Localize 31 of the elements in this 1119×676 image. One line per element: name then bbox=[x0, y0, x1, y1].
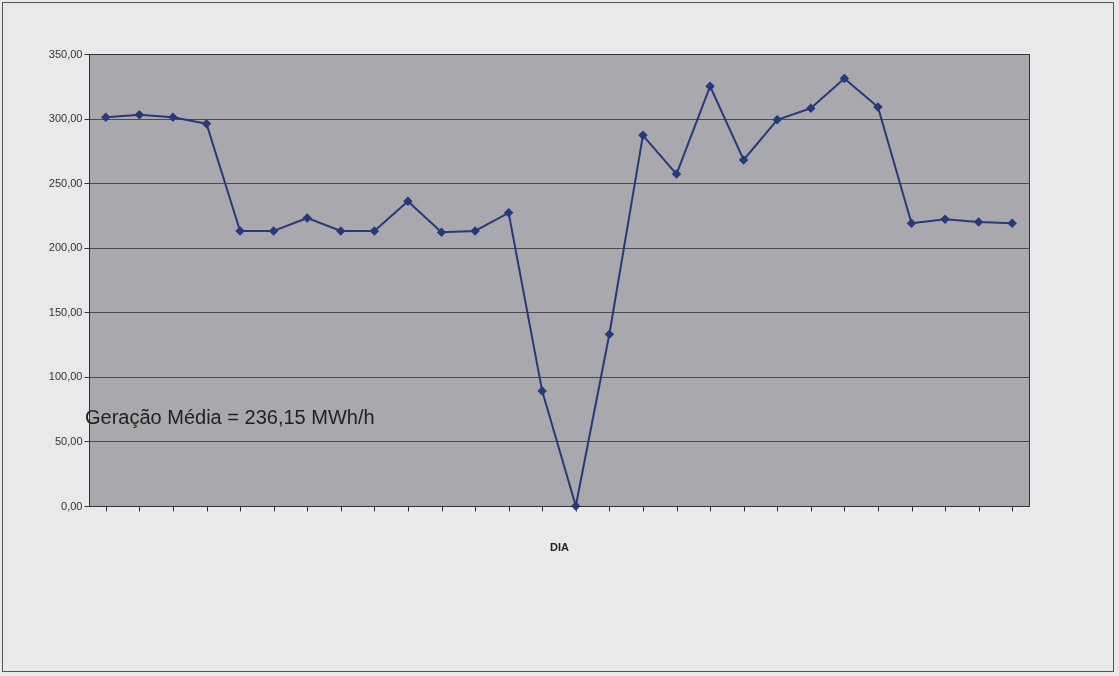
y-tick-label: 0,00 bbox=[61, 499, 83, 512]
y-tick-label: 150,00 bbox=[48, 305, 83, 318]
y-tick-label: 200,00 bbox=[48, 241, 83, 254]
point bbox=[705, 81, 715, 92]
point bbox=[336, 226, 346, 236]
point bbox=[940, 214, 950, 225]
point bbox=[403, 196, 413, 206]
x-axis-title: DIA bbox=[550, 541, 570, 553]
point bbox=[839, 73, 850, 84]
point bbox=[638, 130, 648, 141]
point bbox=[604, 329, 615, 339]
point bbox=[503, 208, 514, 218]
point bbox=[537, 386, 547, 396]
point bbox=[369, 226, 380, 236]
point bbox=[772, 115, 782, 125]
point bbox=[134, 109, 145, 120]
point bbox=[201, 118, 212, 129]
point bbox=[973, 217, 984, 227]
y-tick-label: 50,00 bbox=[54, 434, 83, 447]
point bbox=[906, 218, 917, 228]
point bbox=[436, 227, 447, 237]
point bbox=[806, 103, 816, 113]
point bbox=[671, 169, 682, 179]
y-tick-label: 250,00 bbox=[48, 176, 83, 189]
y-tick-label: 100,00 bbox=[48, 370, 83, 383]
y-tick-label: 350,00 bbox=[48, 47, 83, 60]
point bbox=[738, 155, 749, 165]
point bbox=[168, 112, 178, 123]
y-tick-label: 300,00 bbox=[48, 112, 83, 125]
point bbox=[1007, 218, 1017, 228]
point bbox=[101, 112, 111, 123]
